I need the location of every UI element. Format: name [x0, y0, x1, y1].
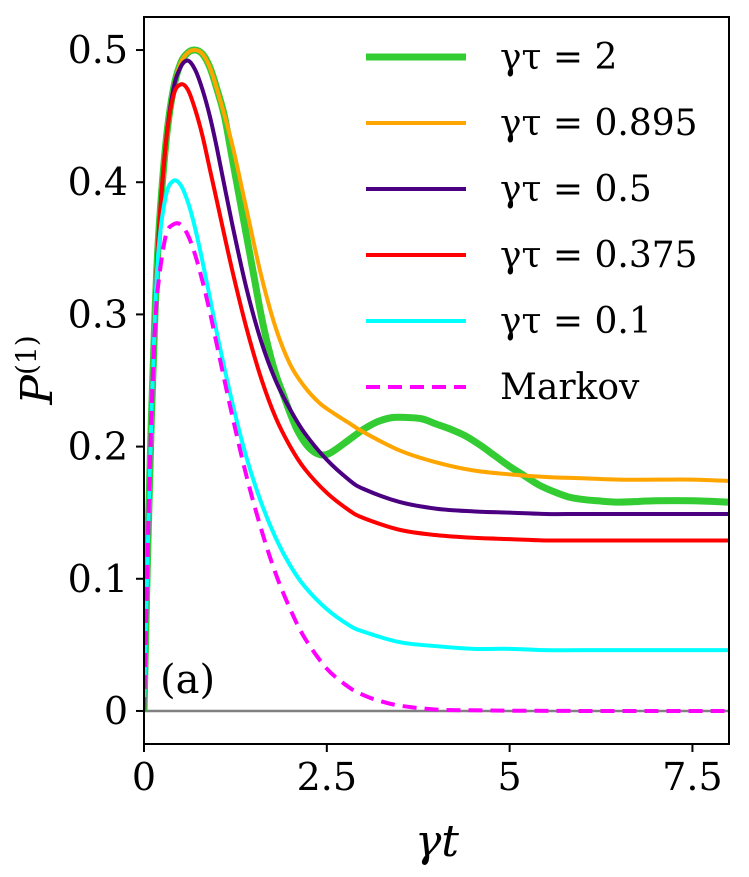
- legend-label: γτ = 0.895: [500, 103, 698, 144]
- legend: γτ = 2 γτ = 0.895 γτ = 0.5 γτ = 0.375 γτ = 0…: [366, 37, 698, 408]
- legend-label: γτ = 0.1: [500, 301, 652, 342]
- series-line: [144, 221, 729, 713]
- series-layer: [144, 46, 729, 713]
- x-axis-label: γt: [415, 816, 459, 867]
- y-axis-label-main: P: [12, 374, 63, 406]
- x-tick-label: 5: [498, 755, 522, 799]
- x-tick-label: 0: [132, 755, 156, 799]
- y-axis-label-sup: (1): [10, 335, 43, 375]
- y-tick-label: 0.1: [68, 557, 128, 601]
- legend-label: γτ = 0.5: [500, 169, 652, 210]
- y-tick-label: 0.2: [68, 425, 128, 469]
- x-tick-label: 2.5: [297, 755, 357, 799]
- legend-label: γτ = 0.375: [500, 235, 698, 276]
- y-tick-label: 0.3: [68, 292, 128, 336]
- x-tick-label: 7.5: [662, 755, 722, 799]
- legend-label: Markov: [500, 367, 640, 408]
- legend-label: γτ = 2: [500, 37, 617, 78]
- plot-frame: [143, 16, 730, 745]
- y-tick-label: 0: [104, 689, 128, 733]
- y-axis-label: P(1): [10, 335, 63, 405]
- ticks-layer: 0 2.5 5 7.5 0 0.1 0.2 0.3 0.4 0.5: [68, 28, 723, 799]
- panel-label: (a): [160, 657, 215, 703]
- series-line: [144, 178, 729, 711]
- y-tick-label: 0.4: [68, 160, 128, 204]
- y-tick-label: 0.5: [68, 28, 128, 72]
